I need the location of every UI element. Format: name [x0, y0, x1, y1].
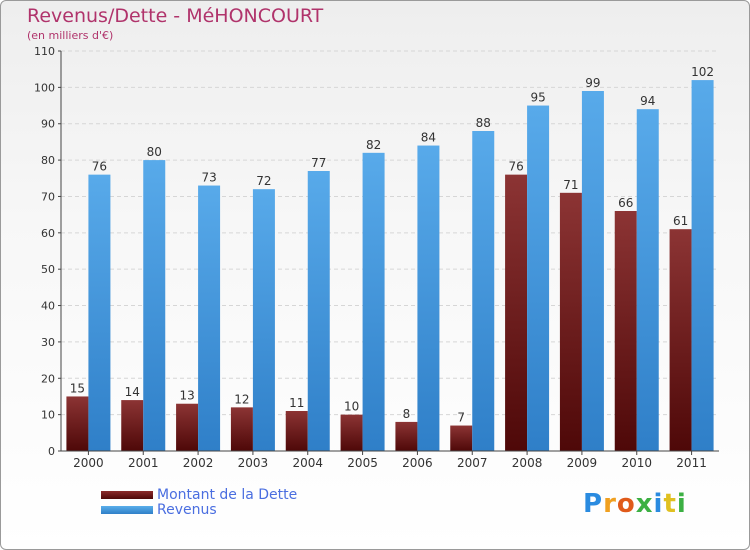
data-label-revenus: 94: [640, 94, 655, 108]
legend-label-revenus: Revenus: [157, 501, 217, 518]
data-label-dette: 7: [457, 411, 465, 425]
data-label-revenus: 84: [421, 131, 436, 145]
logo-letter: x: [635, 489, 654, 519]
y-tick-label: 0: [48, 445, 55, 458]
x-tick-label: 2007: [457, 456, 488, 470]
y-tick-label: 10: [41, 409, 55, 422]
x-tick-label: 2001: [128, 456, 159, 470]
x-tick-label: 2006: [402, 456, 433, 470]
y-tick-label: 100: [34, 81, 55, 94]
data-label-dette: 71: [563, 178, 578, 192]
bar-dette: [285, 411, 308, 451]
bar-dette: [559, 192, 582, 451]
y-tick-label: 90: [41, 118, 55, 131]
chart-title: Revenus/Dette - MéHONCOURT: [27, 5, 324, 27]
x-tick-label: 2002: [183, 456, 214, 470]
data-label-dette: 13: [179, 389, 194, 403]
x-tick-label: 2000: [73, 456, 104, 470]
data-label-dette: 15: [70, 381, 85, 395]
bar-dette: [230, 407, 253, 451]
data-label-dette: 11: [289, 396, 304, 410]
data-label-revenus: 80: [147, 145, 162, 159]
logo-letter: o: [616, 489, 636, 519]
data-label-dette: 61: [673, 214, 688, 228]
x-tick-label: 2008: [512, 456, 543, 470]
logo-letter: i: [676, 489, 687, 519]
data-label-revenus: 102: [691, 65, 714, 79]
data-label-revenus: 99: [585, 76, 600, 90]
data-label-dette: 10: [344, 400, 359, 414]
data-label-revenus: 72: [256, 174, 271, 188]
data-label-revenus: 77: [311, 156, 326, 170]
proxiti-logo: Proxiti: [583, 489, 687, 519]
x-tick-label: 2011: [676, 456, 707, 470]
y-tick-label: 50: [41, 263, 55, 276]
y-tick-label: 60: [41, 227, 55, 240]
y-tick-label: 30: [41, 336, 55, 349]
data-label-revenus: 88: [476, 116, 491, 130]
y-tick-label: 110: [34, 45, 55, 58]
y-tick-label: 80: [41, 154, 55, 167]
logo-letter: i: [653, 489, 664, 519]
bar-revenus: [636, 109, 659, 451]
logo-letter: P: [583, 489, 604, 519]
bar-dette: [395, 421, 418, 451]
bar-revenus: [143, 160, 166, 451]
chart-legend: Montant de la Dette Revenus: [101, 486, 298, 518]
x-tick-label: 2003: [238, 456, 269, 470]
legend-swatch-revenus: [101, 505, 153, 514]
x-tick-label: 2009: [567, 456, 598, 470]
x-tick-label: 2005: [347, 456, 378, 470]
bar-dette: [669, 229, 692, 451]
bar-dette: [176, 403, 199, 451]
y-tick-label: 40: [41, 300, 55, 313]
bar-dette: [505, 174, 528, 452]
data-label-dette: 12: [234, 392, 249, 406]
bar-revenus: [307, 171, 330, 451]
legend-swatch-dette: [101, 490, 153, 499]
bar-dette: [450, 425, 473, 451]
x-tick-label: 2004: [292, 456, 323, 470]
data-label-dette: 76: [508, 160, 523, 174]
bar-revenus: [362, 152, 385, 451]
data-label-revenus: 73: [201, 171, 216, 185]
bar-dette: [614, 211, 637, 451]
data-label-dette: 8: [403, 407, 411, 421]
data-label-revenus: 95: [530, 91, 545, 105]
x-tick-label: 2010: [621, 456, 652, 470]
data-label-dette: 66: [618, 196, 633, 210]
legend-item-revenus: Revenus: [101, 501, 297, 518]
bar-revenus: [252, 189, 275, 451]
legend-label-dette: Montant de la Dette: [157, 486, 298, 503]
bar-revenus: [691, 80, 714, 451]
bar-revenus: [198, 185, 221, 451]
logo-letter: t: [663, 489, 677, 519]
data-label-dette: 14: [125, 385, 140, 399]
data-label-revenus: 76: [92, 160, 107, 174]
logo-letter: r: [603, 489, 617, 519]
legend-item-dette: Montant de la Dette: [101, 486, 298, 503]
y-tick-label: 20: [41, 372, 55, 385]
bar-dette: [340, 414, 363, 451]
y-tick-label: 70: [41, 190, 55, 203]
bar-revenus: [527, 105, 550, 451]
bar-dette: [121, 400, 144, 451]
bar-revenus: [417, 145, 440, 451]
bar-revenus: [581, 91, 604, 451]
bar-revenus: [88, 174, 111, 452]
bar-revenus: [472, 131, 495, 451]
chart-subtitle: (en milliers d'€): [27, 29, 114, 42]
data-label-revenus: 82: [366, 138, 381, 152]
bar-dette: [66, 396, 89, 451]
